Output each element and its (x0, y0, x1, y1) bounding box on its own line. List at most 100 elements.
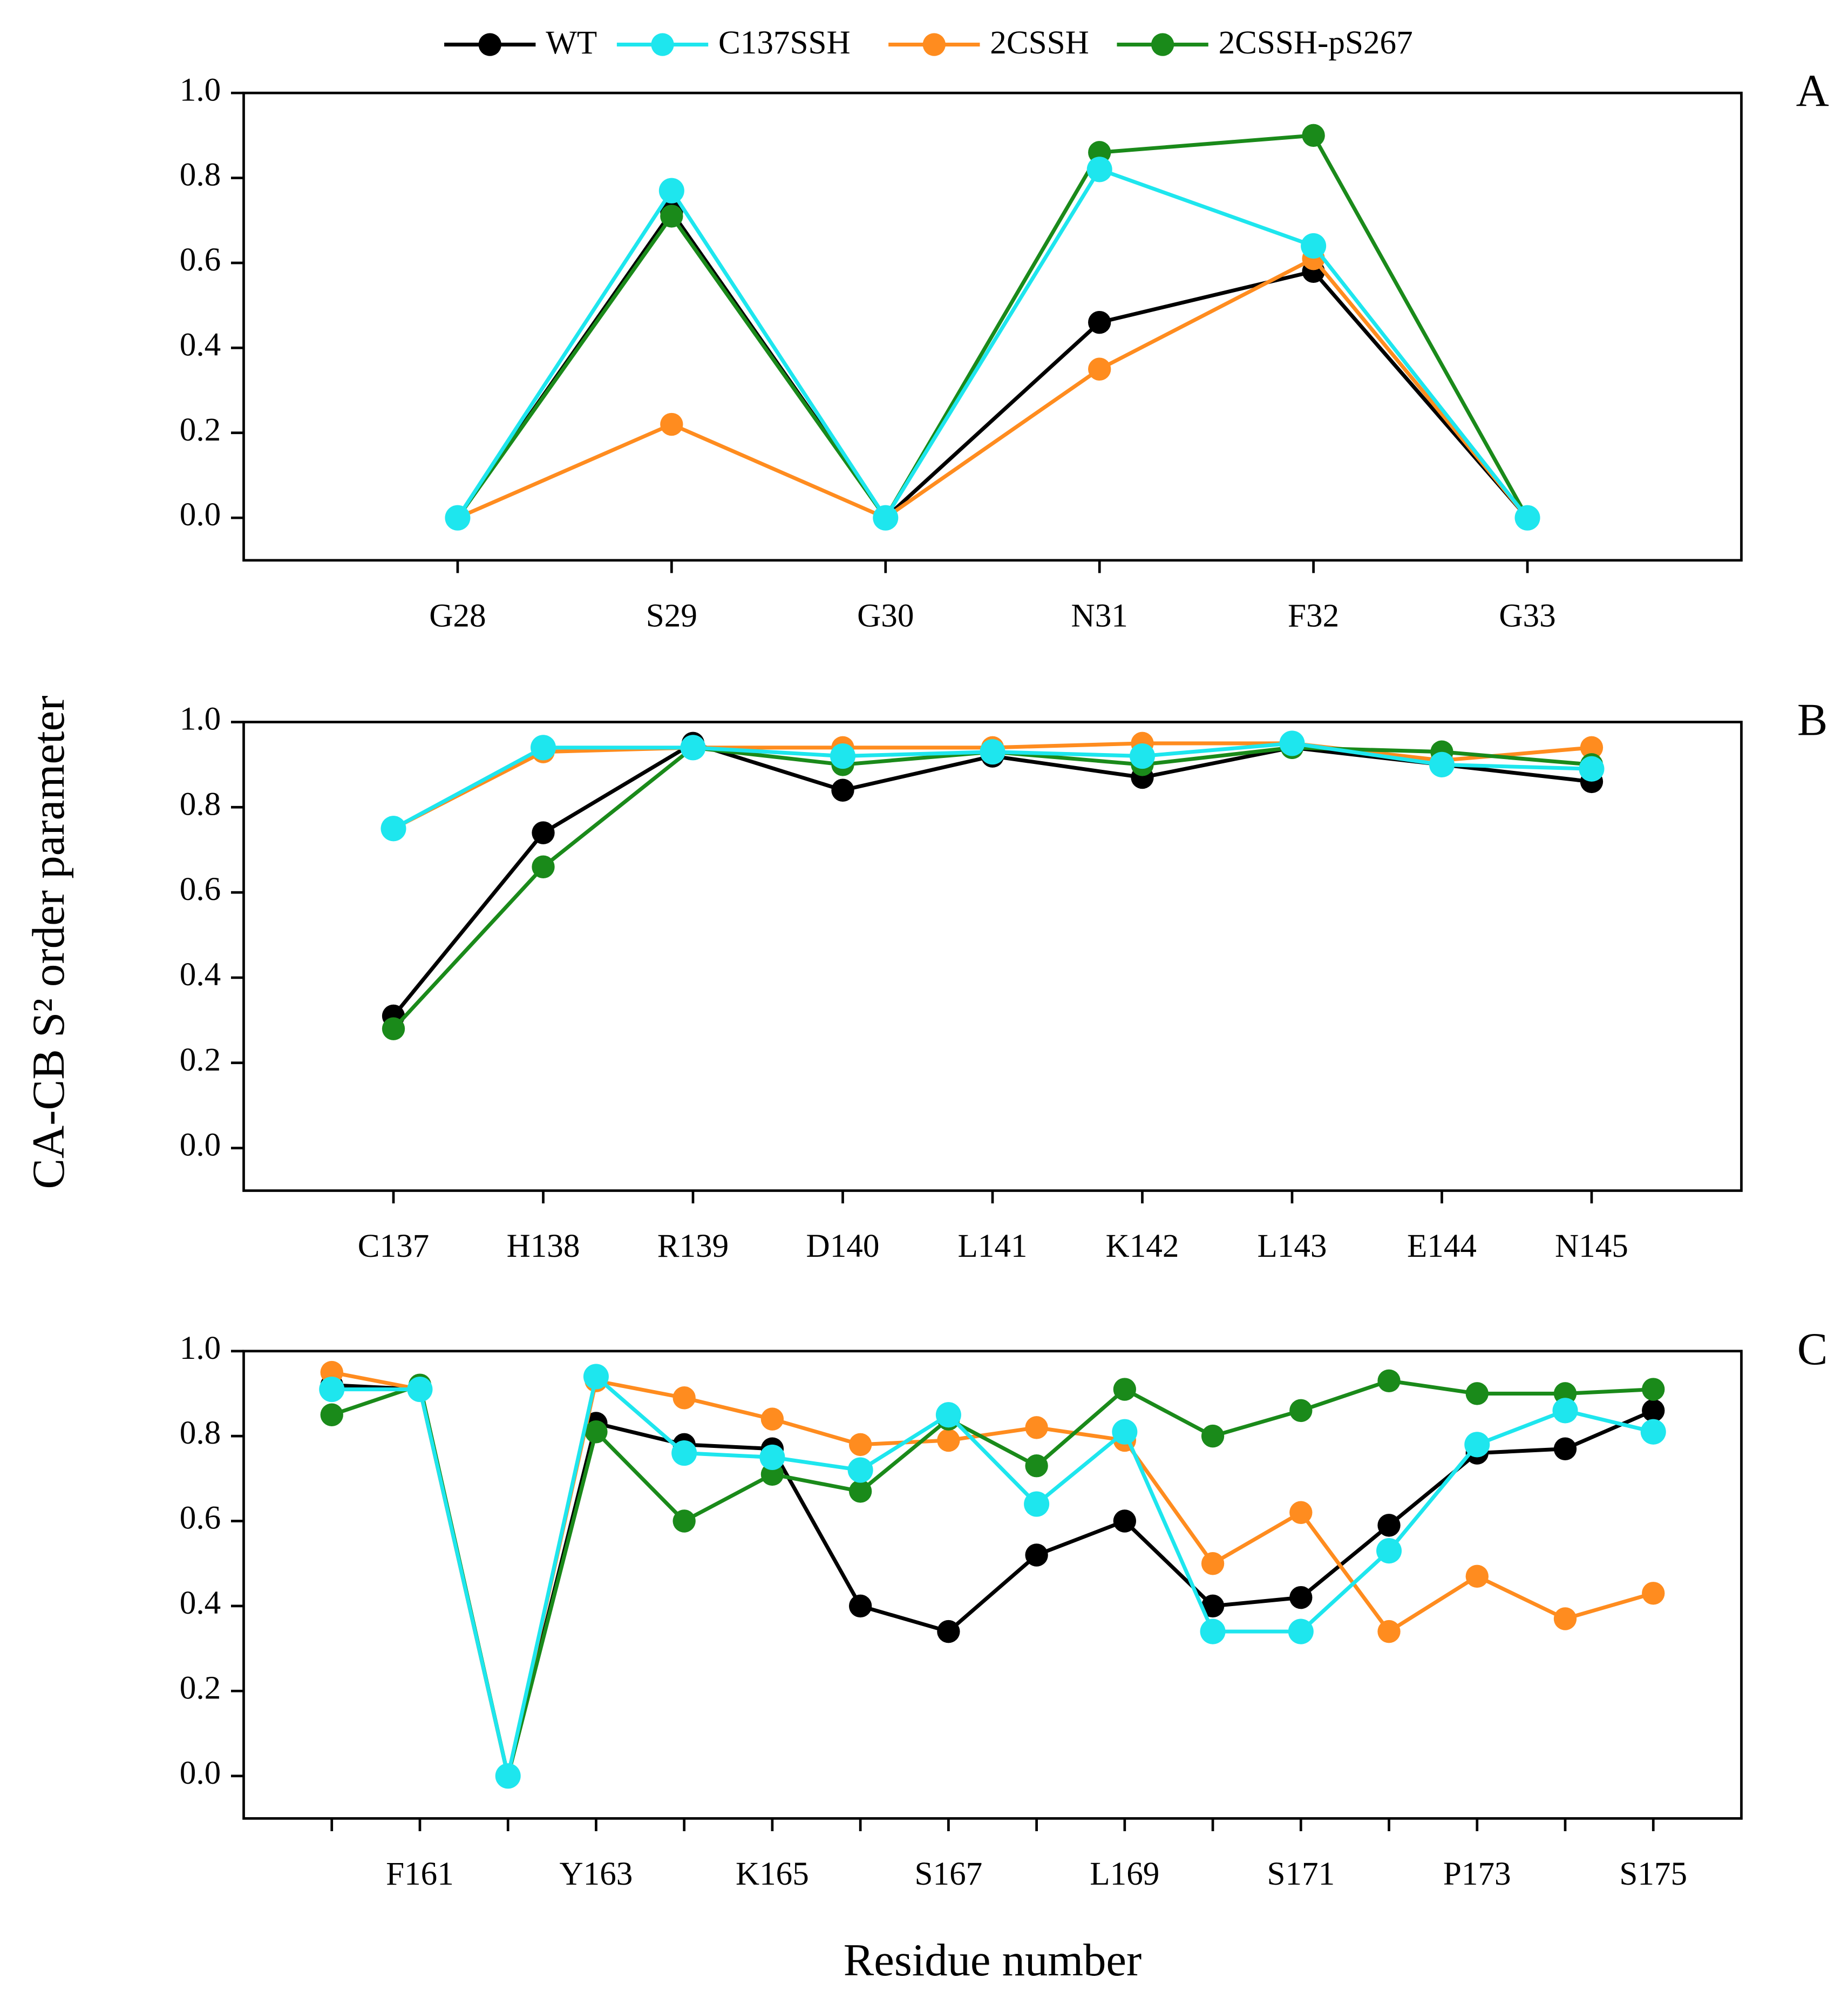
data-point (1113, 1378, 1137, 1401)
x-tick-label: K142 (1106, 1228, 1179, 1264)
legend-label: C137SSH (718, 24, 851, 61)
y-tick-label: 0.4 (180, 1584, 221, 1621)
x-tick-label: F161 (386, 1855, 454, 1892)
data-point (530, 735, 556, 761)
data-point (848, 1480, 872, 1503)
data-point (848, 1594, 872, 1618)
series-line (456, 133, 1530, 521)
series-line (456, 167, 1529, 521)
y-tick-label: 1.0 (180, 700, 221, 737)
data-point (495, 1763, 521, 1789)
data-point (445, 505, 471, 531)
series-line (331, 1370, 1654, 1777)
data-point (1464, 1432, 1490, 1458)
data-point (830, 743, 856, 769)
data-point (1514, 505, 1540, 531)
x-tick-label: N31 (1071, 597, 1128, 634)
panel-label: A (1796, 65, 1829, 116)
x-tick-label: L141 (957, 1228, 1027, 1264)
x-axis-label: Residue number (844, 1935, 1142, 1986)
y-tick-label: 1.0 (180, 71, 221, 108)
data-point (660, 205, 683, 228)
data-point (1129, 743, 1155, 769)
data-point (319, 1376, 345, 1403)
series-line (457, 256, 1529, 520)
data-point (1377, 1514, 1401, 1537)
y-tick-label: 0.2 (180, 411, 221, 448)
y-tick-label: 0.6 (180, 871, 221, 907)
data-point (532, 821, 555, 844)
x-tick-label: S171 (1267, 1855, 1335, 1892)
data-point (848, 1433, 872, 1457)
plot-frame (242, 1350, 1743, 1820)
data-point (935, 1402, 961, 1428)
data-point (532, 855, 555, 878)
x-tick-label: S175 (1619, 1855, 1687, 1892)
y-tick-label: 1.0 (180, 1330, 221, 1366)
x-tick-label: R139 (657, 1228, 729, 1264)
plot-frame (242, 91, 1743, 562)
x-tick-label: G28 (429, 597, 486, 634)
x-tick-label: E144 (1407, 1228, 1477, 1264)
x-tick-label: F32 (1288, 597, 1339, 634)
data-point (1113, 1509, 1137, 1533)
data-point (831, 778, 854, 802)
x-tick-label: P173 (1443, 1855, 1511, 1892)
data-point (1112, 1419, 1138, 1445)
y-tick-label: 0.6 (180, 1499, 221, 1536)
data-point (1642, 1378, 1665, 1401)
data-point (658, 178, 684, 204)
data-point (1088, 357, 1111, 381)
data-point (1376, 1538, 1402, 1564)
data-point (1288, 1618, 1314, 1644)
data-point (1301, 233, 1327, 259)
data-point (1580, 736, 1604, 760)
data-point (759, 1444, 785, 1471)
y-tick-label: 0.6 (180, 241, 221, 278)
x-tick-label: H138 (507, 1228, 580, 1264)
x-tick-label: D140 (806, 1228, 880, 1264)
data-point (760, 1407, 784, 1431)
series-line (456, 208, 1529, 521)
plot-frame (242, 721, 1743, 1192)
series-line (392, 741, 1592, 1018)
data-point (1642, 1399, 1665, 1423)
x-tick-label: Y163 (560, 1855, 633, 1892)
data-point (407, 1376, 433, 1403)
x-tick-label: S29 (646, 597, 697, 634)
data-point (1640, 1419, 1666, 1445)
data-point (320, 1403, 343, 1426)
x-tick-label: N145 (1555, 1228, 1628, 1264)
data-point (937, 1428, 960, 1452)
legend-label: 2CSSH (990, 24, 1089, 61)
data-point (1025, 1416, 1048, 1439)
x-tick-label: L143 (1257, 1228, 1327, 1264)
data-point (1086, 157, 1112, 182)
data-point (672, 1386, 696, 1410)
panel-label: B (1797, 695, 1827, 746)
panel-label: C (1797, 1324, 1827, 1374)
data-point (980, 739, 1005, 765)
data-point (1279, 730, 1305, 756)
data-point (1552, 1398, 1578, 1424)
series-line (331, 1373, 1654, 1777)
data-point (585, 1420, 608, 1444)
series-line (392, 746, 1592, 1031)
data-point (671, 1440, 697, 1466)
data-point (1553, 1607, 1577, 1630)
data-point (1553, 1437, 1577, 1460)
x-tick-label: K165 (736, 1855, 809, 1892)
data-point (847, 1457, 873, 1483)
y-tick-label: 0.8 (180, 157, 221, 193)
data-point (680, 735, 706, 761)
data-point (1289, 1586, 1313, 1609)
data-point (1088, 310, 1111, 334)
data-point (1579, 756, 1605, 782)
data-point (1465, 1564, 1489, 1588)
data-point (1201, 1424, 1225, 1448)
legend-marker (478, 33, 501, 56)
x-tick-label: L169 (1090, 1855, 1159, 1892)
data-point (937, 1620, 960, 1643)
x-tick-label: C137 (358, 1228, 429, 1264)
